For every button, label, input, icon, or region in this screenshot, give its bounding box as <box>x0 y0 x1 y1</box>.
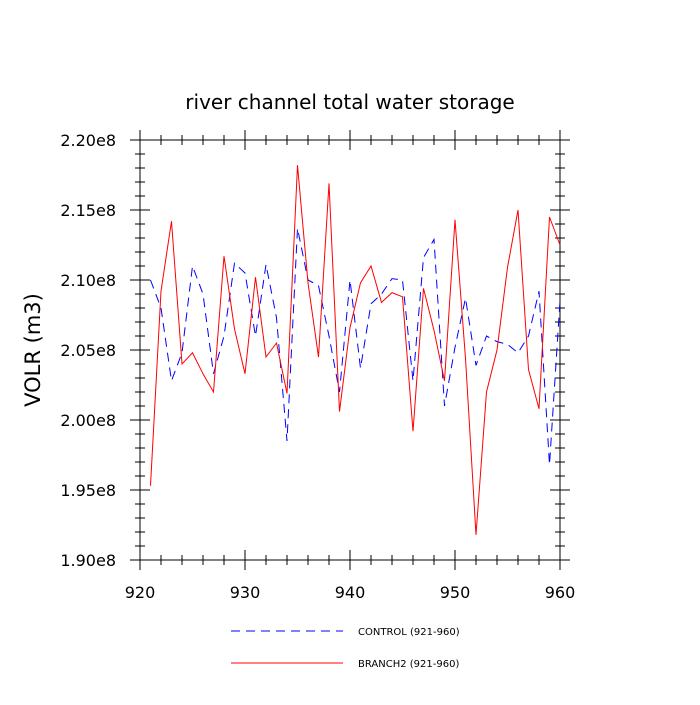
y-tick-label: 1.90e8 <box>60 551 116 570</box>
legend-label-1: BRANCH2 (921-960) <box>358 659 459 670</box>
x-tick-label: 920 <box>125 583 156 602</box>
y-tick-label: 2.20e8 <box>60 131 116 150</box>
y-tick-label: 2.05e8 <box>60 341 116 360</box>
y-tick-label: 2.00e8 <box>60 411 116 430</box>
legend: CONTROL (921-960) BRANCH2 (921-960) <box>231 627 460 670</box>
y-tick-label: 1.95e8 <box>60 481 116 500</box>
x-tick-label: 950 <box>440 583 471 602</box>
x-tick-labels: 920 930 940 950 960 <box>125 583 576 602</box>
series-group <box>150 165 561 535</box>
legend-label-0: CONTROL (921-960) <box>358 627 460 638</box>
chart-title: river channel total water storage <box>185 90 514 114</box>
major-ticks <box>130 130 570 570</box>
x-tick-label: 960 <box>545 583 576 602</box>
y-tick-label: 2.15e8 <box>60 201 116 220</box>
series-line-0 <box>150 228 561 465</box>
y-tick-label: 2.10e8 <box>60 271 116 290</box>
x-tick-label: 930 <box>230 583 261 602</box>
x-tick-label: 940 <box>335 583 366 602</box>
series-line-1 <box>150 165 561 535</box>
y-tick-labels: 1.90e8 1.95e8 2.00e8 2.05e8 2.10e8 2.15e8 2.20… <box>60 131 116 570</box>
y-axis-label: VOLR (m3) <box>21 293 45 407</box>
minor-ticks <box>135 135 565 565</box>
